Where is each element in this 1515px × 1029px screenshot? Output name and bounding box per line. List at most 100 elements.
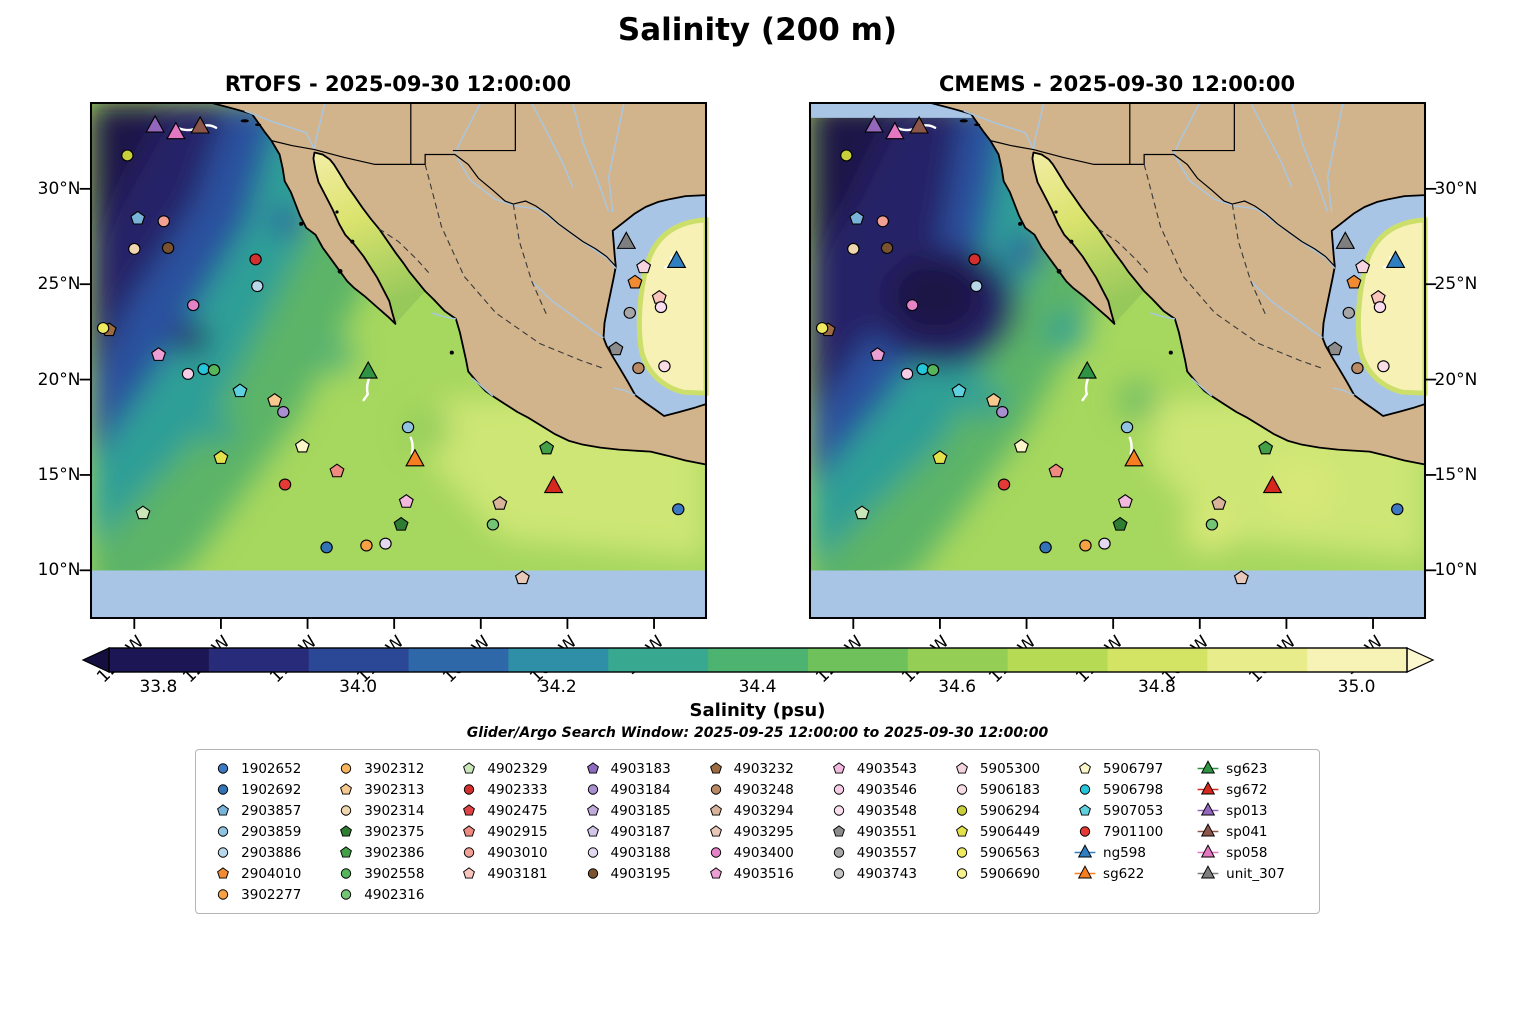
- legend-column: sg623 sg672 sp013 sp041 sp058 unit_307: [1195, 758, 1305, 905]
- circle-marker-icon: [464, 784, 475, 795]
- legend-label: 4902316: [364, 886, 425, 903]
- marker-2903859: [401, 421, 414, 434]
- marker-5907053: [231, 383, 247, 398]
- legend-entry-5905300: 5905300: [949, 758, 1060, 779]
- legend-label: 4903294: [733, 802, 794, 819]
- legend-entry-4903183: 4903183: [580, 758, 691, 779]
- y-tick-label: 20°N: [37, 369, 81, 390]
- circle-marker-icon: [341, 889, 352, 900]
- panel-title-rtofs: RTOFS - 2025-09-30 12:00:00: [224, 72, 572, 96]
- circle-marker-icon: [587, 784, 598, 795]
- legend-entry-4903181: 4903181: [456, 863, 567, 884]
- legend-label: 5906797: [1103, 760, 1164, 777]
- circle-marker-icon: [710, 784, 721, 795]
- legend-label: 4903557: [856, 844, 917, 861]
- panel-cmems: CMEMS - 2025-09-30 12:00:00 125°W120°W11…: [808, 72, 1477, 687]
- legend-entry-5906798: 5906798: [1072, 779, 1183, 800]
- marker-4903188: [1097, 537, 1111, 550]
- marker-ng598: [666, 250, 686, 268]
- marker-3902314: [846, 242, 860, 255]
- y-tick-label: 15°N: [37, 464, 81, 485]
- legend-column: 3902312 3902313 3902314 3902375 3902386 39025…: [333, 758, 444, 905]
- axis-ticks: [851, 187, 1436, 629]
- y-tick-label: 30°N: [1434, 178, 1478, 199]
- legend-label: 2903886: [241, 844, 302, 861]
- marker-4903295: [1233, 570, 1249, 585]
- marker-5905300: [635, 259, 651, 274]
- map-panels-row: RTOFS - 2025-09-30 12:00:00 125°W120°W11…: [0, 72, 1515, 687]
- panel-title-cmems: CMEMS - 2025-09-30 12:00:00: [938, 72, 1296, 96]
- legend-entry-4903546: 4903546: [826, 779, 937, 800]
- legend-entry-5906797: 5906797: [1072, 758, 1183, 779]
- circle-marker-icon: [1079, 784, 1091, 795]
- marker-4903195: [161, 241, 174, 254]
- legend-label: 7901100: [1103, 823, 1164, 840]
- legend-entry-4903195: 4903195: [580, 863, 691, 884]
- legend-entry-4903188: 4903188: [580, 842, 691, 863]
- legend-label: sp058: [1226, 844, 1268, 861]
- marker-3902386: [538, 440, 554, 455]
- circle-marker-icon: [217, 889, 229, 900]
- marker-3902375: [1112, 516, 1128, 531]
- legend-entry-1902692: 1902692: [210, 779, 321, 800]
- pentagon-marker-icon: [955, 825, 968, 837]
- legend-label: 4902915: [487, 823, 548, 840]
- marker-4902329: [853, 505, 869, 520]
- marker-2904010: [626, 274, 642, 289]
- marker-4903010: [157, 215, 170, 228]
- y-tick-label: 20°N: [1434, 369, 1478, 390]
- marker-2903857: [129, 210, 145, 225]
- marker-3902277: [359, 539, 373, 552]
- figure-title: Salinity (200 m): [617, 12, 898, 48]
- marker-5907053: [950, 383, 966, 398]
- marker-4903557: [623, 306, 636, 319]
- colorbar-tick-label: 34.2: [538, 677, 577, 697]
- marker-5906183: [1376, 360, 1390, 373]
- circle-marker-icon: [341, 868, 352, 879]
- legend-entry-7901100: 7901100: [1072, 821, 1183, 842]
- legend-entry-sg622: sg622: [1072, 863, 1183, 884]
- glider-triangle-marker-icon: [1197, 844, 1219, 858]
- legend-label: 4903248: [733, 781, 794, 798]
- marker-sp013: [863, 114, 884, 133]
- marker-5906183: [657, 360, 671, 373]
- legend-label: 4903187: [610, 823, 671, 840]
- legend-label: 1902692: [241, 781, 302, 798]
- legend-label: 5906449: [979, 823, 1041, 840]
- legend-entry-3902386: 3902386: [333, 842, 444, 863]
- panel-rtofs: RTOFS - 2025-09-30 12:00:00 125°W120°W11…: [38, 72, 706, 687]
- legend-entry-2903859: 2903859: [210, 821, 321, 842]
- circle-marker-icon: [464, 847, 475, 858]
- legend-label: 4903195: [610, 865, 671, 882]
- y-tick-label: 25°N: [1434, 274, 1478, 295]
- marker-2903886: [250, 280, 264, 293]
- legend-label: 3902314: [364, 802, 425, 819]
- legend-label: 5906183: [979, 781, 1041, 798]
- circle-marker-icon: [1079, 826, 1091, 837]
- circle-marker-icon: [217, 784, 229, 795]
- marker-4903294: [491, 495, 507, 510]
- marker-7901100: [997, 478, 1010, 491]
- legend-label: 2903859: [241, 823, 302, 840]
- legend-entry-4903185: 4903185: [580, 800, 691, 821]
- marker-4902333: [248, 253, 262, 266]
- marker-4903557: [1342, 306, 1355, 319]
- marker-5906798: [915, 363, 929, 376]
- figure-root: Salinity (200 m) RTOFS - 2025-09-30 12:0…: [0, 12, 1515, 914]
- legend-label: ng598: [1103, 844, 1146, 861]
- legend-label: 4903743: [856, 865, 917, 882]
- legend-entry-5906183: 5906183: [949, 779, 1060, 800]
- legend-column: 4903232 4903248 4903294 4903295 4903400 49035…: [703, 758, 814, 905]
- glider-triangle-marker-icon: [1197, 802, 1219, 816]
- legend-label: 3902386: [364, 844, 425, 861]
- marker-ng598: [1385, 250, 1405, 268]
- legend-column: 4903543 4903546 4903548 4903551 4903557 49037…: [826, 758, 937, 905]
- marker-4903295: [514, 570, 530, 585]
- pentagon-marker-icon: [463, 825, 476, 837]
- legend-entry-4903232: 4903232: [703, 758, 814, 779]
- circle-marker-icon: [956, 847, 968, 858]
- glider-triangle-marker-icon: [1197, 781, 1219, 795]
- legend-entry-sg672: sg672: [1195, 779, 1305, 800]
- marker-3902277: [1078, 539, 1092, 552]
- legend-entry-5906449: 5906449: [949, 821, 1060, 842]
